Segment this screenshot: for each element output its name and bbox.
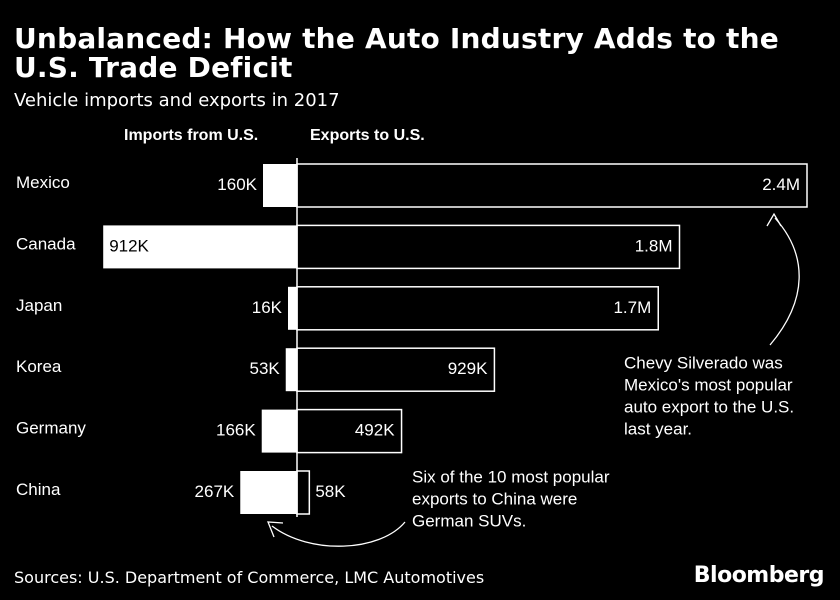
exports-bar-mexico [296,163,808,208]
exports-value-germany: 492K [355,421,395,440]
exports-column-header: Exports to U.S. [310,127,425,144]
exports-value-mexico: 2.4M [762,175,800,194]
imports-value-germany: 166K [216,421,256,440]
imports-value-japan: 16K [252,298,283,317]
annotation-mexico-arrowhead [766,212,782,227]
category-label-germany: Germany [16,419,86,438]
source-note: Sources: U.S. Department of Commerce, LM… [14,568,485,587]
exports-bar-korea [296,347,496,392]
category-label-korea: Korea [16,357,62,376]
category-label-china: China [16,480,61,499]
exports-bar-canada [296,224,681,270]
annotation-mexico-arrow [769,217,800,346]
imports-bar-mexico [263,164,297,207]
exports-value-japan: 1.7M [613,298,651,317]
imports-bar-china [240,471,297,514]
bloomberg-logo: Bloomberg [693,563,825,588]
annotation-china-line: Six of the 10 most popular [412,467,610,486]
annotation-china-line: exports to China were [412,489,577,508]
imports-bar-germany [261,409,297,453]
imports-value-korea: 53K [249,359,280,378]
exports-bar-germany [296,408,403,454]
chart-subtitle: Vehicle imports and exports in 2017 [14,90,340,111]
exports-value-china: 58K [315,482,346,501]
exports-value-canada: 1.8M [635,236,673,255]
category-label-japan: Japan [16,296,62,315]
category-label-canada: Canada [16,234,76,253]
imports-value-mexico: 160K [217,175,257,194]
imports-column-header: Imports from U.S. [124,127,259,144]
annotation-china-arrow [271,521,406,547]
exports-bar-china [296,470,311,515]
trade-bar-chart: Mexico 160K 2.4M Canada 912K 1.8M Japan 16K 1.7M… [16,158,808,547]
annotation-mexico-line: auto export to the U.S. [624,397,794,416]
annotation-mexico-line: Mexico's most popular [624,375,793,394]
imports-bar-korea [285,348,297,392]
imports-bar-canada [103,225,297,269]
chart-title: Unbalanced: How the Auto Industry Adds t… [14,22,779,84]
category-label-mexico: Mexico [16,173,70,192]
annotation-china-line: German SUVs. [412,511,526,530]
exports-value-korea: 929K [448,359,488,378]
imports-bar-japan [288,286,297,330]
annotation-china-arrowhead [267,521,284,538]
annotation-mexico-line: Chevy Silverado was [624,353,783,372]
imports-value-canada: 912K [109,236,149,255]
annotation-mexico-line: last year. [624,419,692,438]
imports-value-china: 267K [195,482,235,501]
exports-bar-japan [296,286,659,331]
